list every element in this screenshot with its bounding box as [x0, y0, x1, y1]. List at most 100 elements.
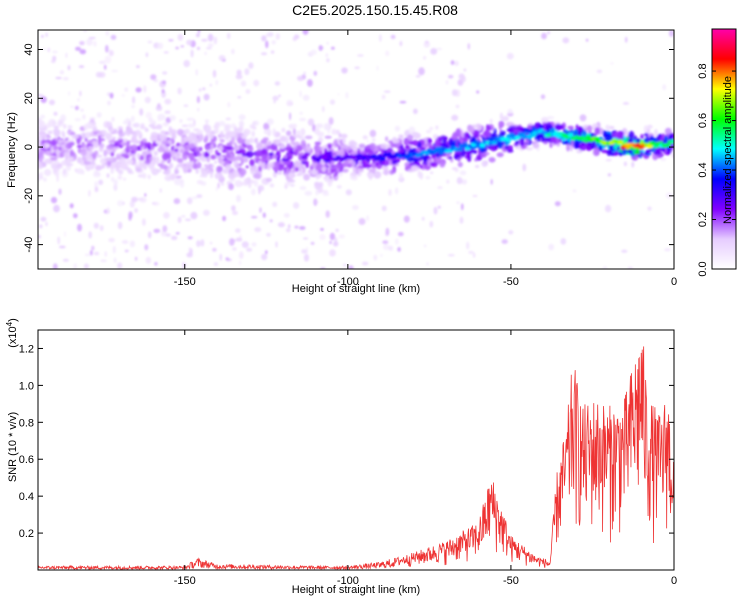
heatmap-cell — [299, 186, 307, 190]
heatmap-cell — [105, 132, 111, 140]
heatmap-cell — [162, 225, 168, 233]
heatmap-cell — [101, 129, 107, 136]
heatmap-cell — [439, 161, 446, 168]
heatmap-cell — [95, 71, 103, 78]
heatmap-cell — [301, 249, 307, 254]
heatmap-cell — [266, 162, 272, 171]
heatmap-cell — [234, 155, 242, 161]
heatmap-cell — [104, 251, 107, 257]
heatmap-cell — [335, 129, 340, 135]
heatmap-cell — [232, 210, 238, 216]
heatmap-cell — [627, 266, 633, 269]
heatmap-cell — [229, 140, 233, 149]
heatmap-cell — [425, 176, 431, 180]
heatmap-cell — [481, 149, 485, 153]
heatmap-cell — [496, 152, 504, 158]
heatmap-cell — [63, 151, 71, 157]
heatmap-cell — [294, 148, 298, 156]
heatmap-cell — [612, 131, 620, 139]
heatmap-cell — [504, 145, 509, 150]
heatmap-cell — [259, 207, 262, 213]
heatmap-cell — [239, 260, 242, 266]
heatmap-cell — [136, 152, 141, 160]
heatmap-cell — [174, 169, 179, 175]
heatmap-cell — [604, 134, 613, 141]
heatmap-cell — [78, 65, 85, 68]
heatmap-cell — [273, 162, 282, 166]
heatmap-cell — [183, 60, 190, 68]
heatmap-cell — [218, 120, 226, 127]
heatmap-cell — [258, 165, 263, 172]
figure-title: C2E5.2025.150.15.45.R08 — [292, 2, 458, 18]
heatmap-cell — [447, 254, 455, 257]
heatmap-cell — [224, 146, 233, 150]
heatmap-cell — [411, 131, 419, 136]
heatmap-cell — [98, 60, 106, 64]
heatmap-cell — [183, 104, 189, 107]
heatmap-cell — [107, 100, 111, 106]
heatmap-cell — [423, 244, 427, 248]
heatmap-cell — [132, 153, 136, 159]
heatmap-cell — [435, 125, 439, 130]
heatmap-cell — [74, 118, 82, 122]
heatmap-cell — [89, 140, 93, 145]
heatmap-cell — [235, 74, 243, 80]
heatmap-cell — [407, 134, 414, 141]
heatmap-cell — [108, 237, 115, 243]
heatmap-cell — [126, 140, 130, 148]
heatmap-cell — [342, 138, 347, 144]
heatmap-cell — [58, 188, 62, 195]
heatmap-cell — [380, 254, 383, 257]
heatmap-cell — [186, 197, 193, 205]
heatmap-cell — [65, 137, 69, 141]
heatmap-cell — [152, 140, 156, 146]
heatmap-cell — [666, 150, 671, 155]
heatmap-cell — [227, 102, 231, 108]
heatmap-cell — [203, 151, 210, 158]
heatmap-cell — [261, 153, 268, 160]
heatmap-cell — [106, 207, 110, 215]
heatmap-cell — [243, 128, 251, 136]
heatmap-cell — [124, 87, 129, 92]
heatmap-cell — [204, 51, 207, 56]
heatmap-cell — [62, 258, 69, 262]
heatmap-cell — [391, 150, 395, 155]
heatmap-cell — [190, 49, 194, 58]
heatmap-cell — [350, 175, 356, 180]
heatmap-cell — [663, 135, 669, 142]
heatmap-cell — [522, 163, 527, 172]
heatmap-cell — [457, 157, 461, 162]
heatmap-cell — [139, 108, 144, 116]
heatmap-cell — [168, 39, 174, 42]
heatmap-cell — [137, 164, 145, 169]
heatmap-cell — [335, 228, 339, 232]
heatmap-cell — [383, 90, 391, 93]
heatmap-cell — [82, 114, 86, 120]
heatmap-cell — [79, 90, 82, 97]
heatmap-cell — [159, 188, 162, 193]
heatmap-cell — [231, 136, 235, 145]
heatmap-cell — [574, 128, 579, 136]
heatmap-cell — [169, 140, 173, 146]
heatmap-cell — [162, 71, 168, 75]
heatmap-cell — [572, 189, 577, 193]
heatmap-cell — [527, 124, 532, 130]
heatmap-cell — [125, 166, 130, 171]
heatmap-cell — [184, 144, 191, 153]
spectrogram-x-ticks: -150 -100 -50 0 — [174, 30, 677, 288]
heatmap-cell — [329, 240, 332, 245]
heatmap-cell — [182, 261, 185, 269]
heatmap-cell — [201, 38, 208, 42]
heatmap-cell — [136, 197, 144, 201]
snr-plot-frame — [37, 329, 675, 571]
heatmap-cell — [287, 178, 294, 183]
heatmap-cell — [111, 116, 115, 122]
heatmap-cell — [267, 140, 272, 146]
heatmap-cell — [554, 123, 562, 131]
heatmap-cell — [384, 136, 389, 142]
heatmap-cell — [334, 164, 342, 169]
heatmap-cell — [508, 230, 514, 235]
heatmap-cell — [338, 133, 342, 138]
heatmap-cell — [117, 200, 124, 207]
heatmap-cell — [394, 125, 401, 132]
